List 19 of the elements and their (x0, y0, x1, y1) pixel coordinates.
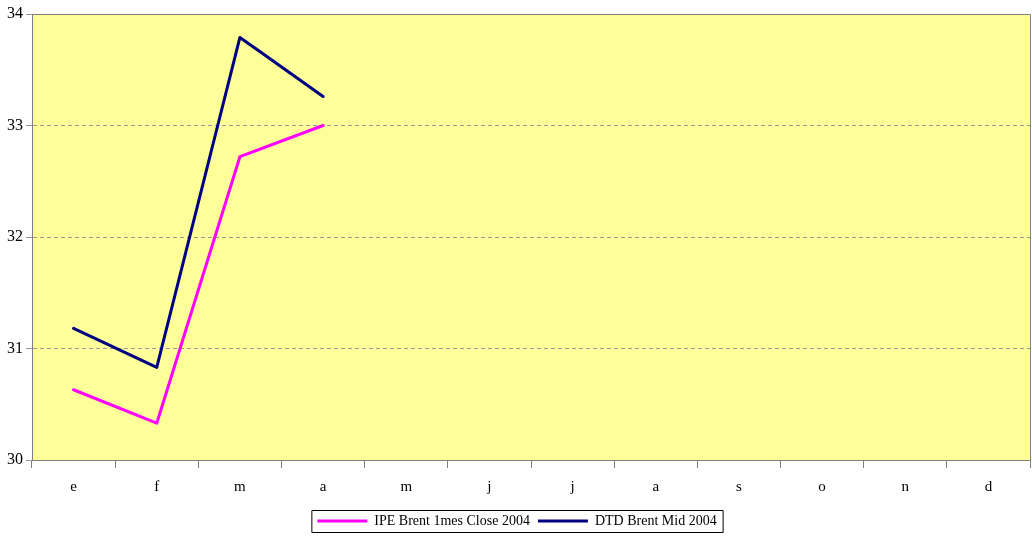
x-tick-label: o (818, 477, 826, 494)
x-tick-label: m (400, 477, 413, 494)
x-tick-label: a (652, 477, 660, 494)
x-tick-label: s (735, 477, 742, 494)
y-tick-label: 32 (7, 227, 23, 245)
legend-label: IPE Brent 1mes Close 2004 (374, 512, 530, 528)
y-tick-label: 33 (7, 115, 23, 133)
y-tick-label: 31 (7, 338, 23, 356)
x-tick-label: f (154, 477, 160, 494)
x-tick-label: m (234, 477, 247, 494)
x-tick-label: n (901, 477, 910, 494)
y-tick-label: 34 (7, 4, 23, 22)
x-tick-label: j (569, 477, 575, 494)
y-tick-label: 30 (7, 450, 23, 468)
x-tick-label: j (486, 477, 492, 494)
x-tick-label: d (984, 477, 993, 494)
legend-label: DTD Brent Mid 2004 (594, 512, 717, 528)
x-tick-label: a (319, 477, 327, 494)
x-tick-label: e (70, 477, 78, 494)
